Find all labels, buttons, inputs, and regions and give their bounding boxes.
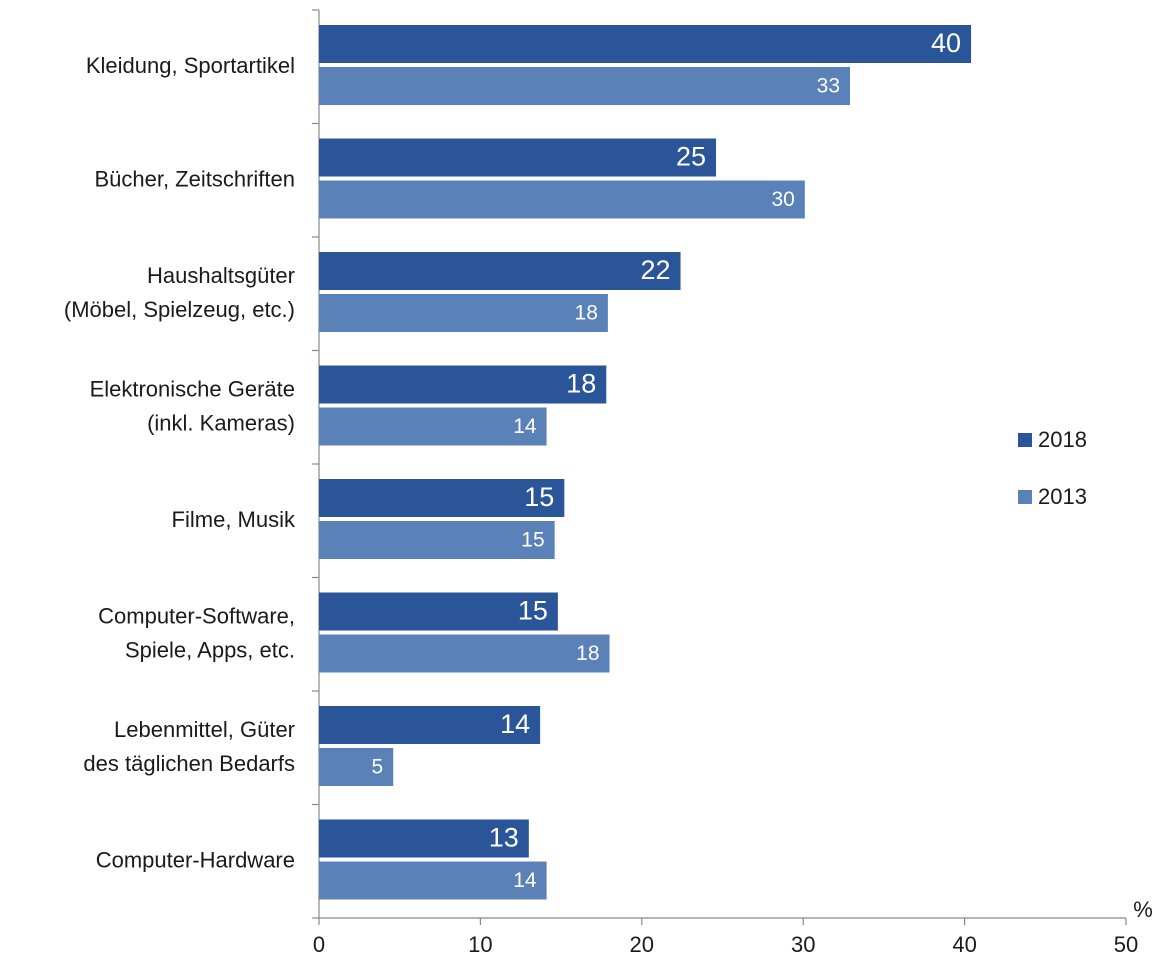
value-label: 15: [524, 482, 554, 512]
bar: [319, 67, 851, 105]
category-label: Computer-Software, Spiele, Apps, etc.: [98, 603, 295, 662]
x-tick-label: 10: [468, 932, 492, 957]
value-label: 15: [521, 529, 544, 552]
bar: [319, 365, 607, 404]
legend-label: 2013: [1038, 484, 1087, 509]
bar: [319, 407, 547, 446]
category-label: Haushaltsgüter (Möbel, Spielzeug, etc.): [64, 263, 295, 322]
value-label: 18: [576, 642, 599, 665]
bar: [319, 138, 717, 177]
legend-label: 2018: [1038, 427, 1087, 452]
category-label: Computer-Hardware: [96, 847, 295, 872]
category-label: Filme, Musik: [172, 507, 296, 532]
value-label: 18: [575, 302, 598, 325]
bar: [319, 861, 547, 900]
bar: [319, 592, 558, 631]
value-label: 14: [513, 415, 537, 438]
value-label: 22: [640, 255, 670, 285]
bar: [319, 294, 608, 332]
bar: [319, 634, 610, 673]
category-label: Elektronische Geräte (inkl. Kameras): [90, 376, 295, 435]
legend-swatch: [1018, 490, 1032, 504]
value-label: 5: [372, 756, 384, 779]
value-label: 13: [489, 823, 519, 853]
bar: [319, 252, 681, 290]
value-label: 18: [566, 369, 596, 399]
value-label: 25: [676, 142, 706, 172]
value-label: 15: [518, 596, 548, 626]
bar: [319, 521, 555, 559]
category-label: Lebenmittel, Güter des täglichen Bedarfs: [83, 717, 295, 776]
bar: [319, 180, 805, 219]
bar: [319, 25, 972, 63]
value-label: 33: [817, 75, 840, 98]
value-label: 14: [500, 709, 530, 739]
bar: [319, 479, 565, 517]
x-tick-label: 50: [1114, 932, 1138, 957]
bar: [319, 706, 541, 744]
bar: [319, 748, 394, 786]
x-tick-label: 30: [791, 932, 815, 957]
value-label: 14: [513, 869, 537, 892]
x-tick-label: 20: [630, 932, 654, 957]
x-axis-label: %: [1133, 897, 1153, 922]
x-tick-label: 40: [952, 932, 976, 957]
value-label: 30: [771, 188, 794, 211]
category-label: Bücher, Zeitschriften: [94, 166, 295, 191]
category-label: Kleidung, Sportartikel: [86, 53, 295, 78]
bar: [319, 819, 529, 858]
value-label: 40: [931, 28, 961, 58]
x-tick-label: 0: [313, 932, 325, 957]
legend-swatch: [1018, 433, 1032, 447]
